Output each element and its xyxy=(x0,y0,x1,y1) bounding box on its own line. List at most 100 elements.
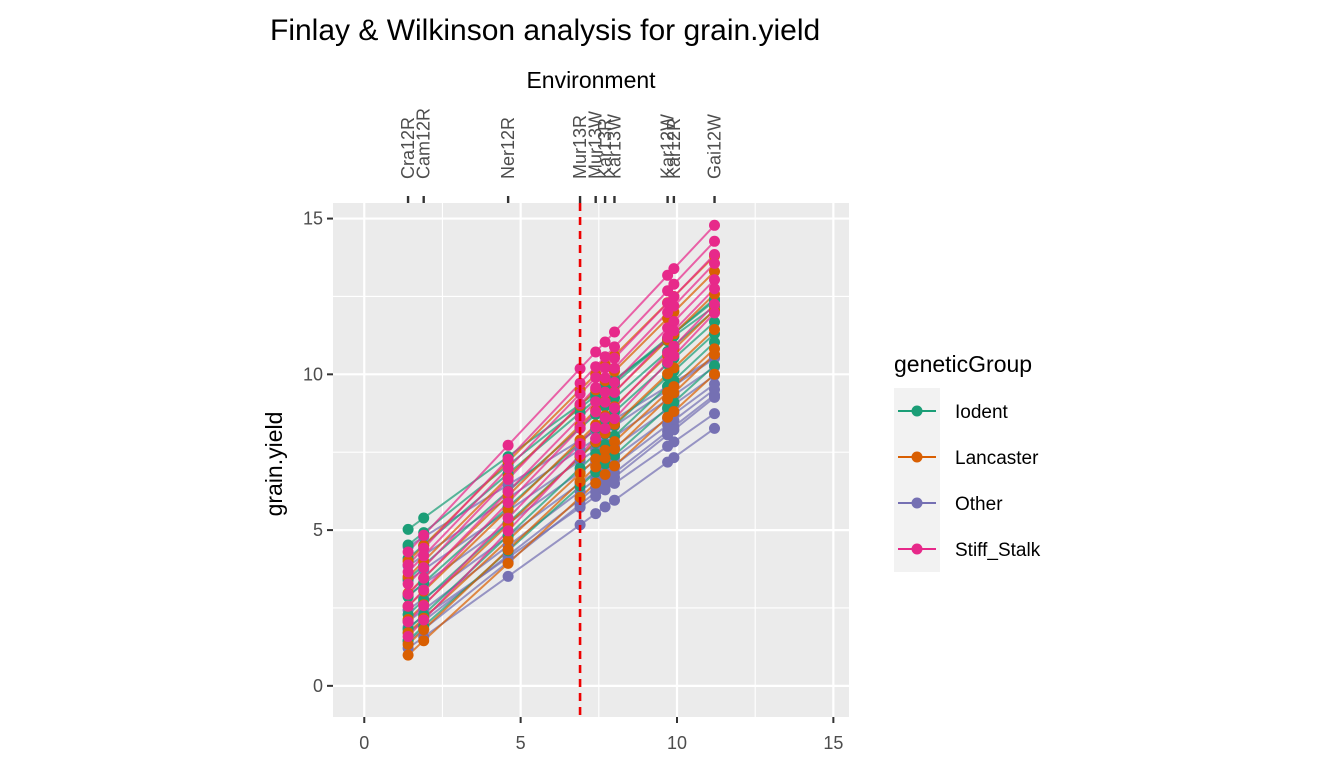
x-tick-label: 0 xyxy=(359,733,369,753)
x-tick-label: 15 xyxy=(823,733,843,753)
data-point xyxy=(418,584,430,596)
data-point xyxy=(502,534,514,546)
data-point xyxy=(402,546,414,558)
data-point xyxy=(502,570,514,582)
y-tick-label: 15 xyxy=(303,209,323,229)
data-point xyxy=(574,501,586,513)
data-point xyxy=(418,600,430,612)
data-point xyxy=(418,529,430,541)
data-point xyxy=(609,376,620,388)
data-point xyxy=(599,351,611,363)
environment-tick-label: Kar12R xyxy=(664,118,684,179)
data-point xyxy=(502,512,514,524)
legend-key-point xyxy=(911,405,923,417)
data-point xyxy=(668,350,680,362)
data-point xyxy=(599,501,611,513)
data-point xyxy=(574,388,586,400)
data-point xyxy=(418,572,430,584)
data-point xyxy=(402,600,414,612)
y-axis-title: grain.yield xyxy=(261,412,287,517)
environment-tick-label: Gai12W xyxy=(705,114,725,179)
data-point xyxy=(668,424,680,436)
data-point xyxy=(709,274,720,286)
chart-title: Finlay & Wilkinson analysis for grain.yi… xyxy=(270,14,820,47)
top-axis-title: Environment xyxy=(526,67,656,93)
data-point xyxy=(402,649,414,661)
environment-tick-label: Mur13W xyxy=(586,111,606,179)
data-point xyxy=(590,490,602,502)
data-point xyxy=(502,439,514,451)
environment-tick-label: Cam12R xyxy=(414,108,434,179)
data-point xyxy=(590,372,602,384)
data-point xyxy=(609,326,620,338)
data-point xyxy=(668,406,680,417)
data-point xyxy=(502,544,514,556)
data-point xyxy=(709,249,720,260)
data-point xyxy=(590,382,602,394)
data-point xyxy=(668,387,680,399)
data-point xyxy=(609,477,620,489)
data-point xyxy=(599,372,611,384)
data-point xyxy=(668,340,680,352)
environment-tick-label: Mur13R xyxy=(570,115,590,179)
data-point xyxy=(709,266,720,277)
data-point xyxy=(590,396,602,408)
legend-label: Stiff_Stalk xyxy=(955,540,1041,561)
data-point xyxy=(574,363,586,375)
data-point xyxy=(599,452,611,464)
data-point xyxy=(402,578,414,590)
data-point xyxy=(668,300,680,312)
data-point xyxy=(590,361,602,373)
x-tick-label: 10 xyxy=(667,733,687,753)
data-point xyxy=(709,257,720,269)
data-point xyxy=(502,473,514,485)
data-point xyxy=(590,461,602,473)
data-point xyxy=(502,462,514,474)
data-point xyxy=(590,346,602,358)
environment-tick-label: Ner12R xyxy=(498,117,518,179)
data-point xyxy=(402,616,414,628)
data-point xyxy=(590,406,602,418)
data-point xyxy=(574,519,586,531)
data-point xyxy=(418,635,430,647)
data-point xyxy=(668,278,680,290)
data-point xyxy=(709,348,720,360)
data-point xyxy=(709,422,720,434)
data-point xyxy=(609,413,620,425)
legend-key-point xyxy=(911,451,923,463)
data-point xyxy=(609,402,620,414)
data-point xyxy=(668,316,680,327)
data-point xyxy=(418,550,430,562)
data-point xyxy=(709,324,720,335)
data-point xyxy=(599,386,611,398)
data-point xyxy=(668,325,680,337)
legend: geneticGroup Iodent Lancaster Other Stiff_S… xyxy=(894,351,1041,572)
legend-key-point xyxy=(911,497,923,509)
data-point xyxy=(599,336,611,348)
data-point xyxy=(590,477,602,489)
data-point xyxy=(599,423,611,434)
legend-label: Iodent xyxy=(955,402,1009,423)
legend-key-background xyxy=(894,388,940,572)
data-point xyxy=(574,449,586,461)
data-point xyxy=(709,235,720,247)
data-point xyxy=(590,508,602,520)
data-point xyxy=(402,588,414,600)
data-point xyxy=(709,408,720,420)
data-point xyxy=(609,386,620,398)
data-point xyxy=(709,307,720,319)
data-point xyxy=(418,512,430,524)
legend-title: geneticGroup xyxy=(894,351,1032,377)
data-point xyxy=(709,219,720,231)
data-point xyxy=(402,638,414,650)
y-tick-label: 5 xyxy=(313,520,323,540)
data-point xyxy=(502,453,514,465)
data-point xyxy=(574,377,586,389)
data-point xyxy=(599,484,611,496)
x-axis: 0 5 10 15 xyxy=(359,717,843,753)
data-point xyxy=(668,436,680,448)
data-point xyxy=(590,432,602,444)
series-points xyxy=(402,219,720,661)
x-tick-label: 5 xyxy=(516,733,526,753)
